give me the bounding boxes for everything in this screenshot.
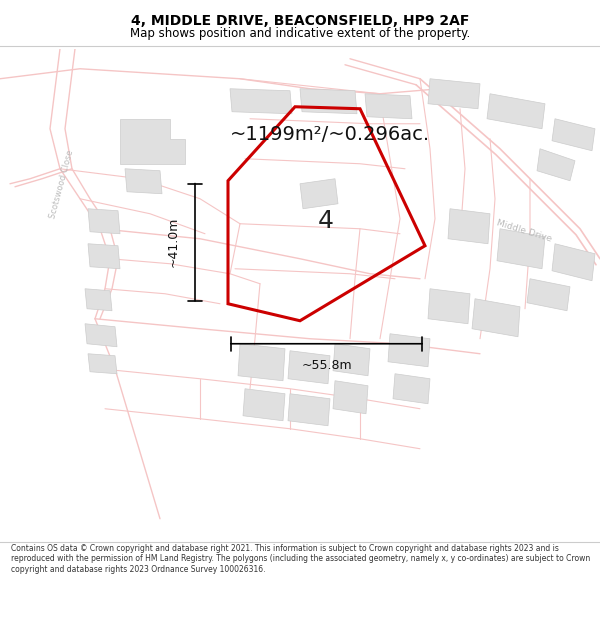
Text: Middle Drive: Middle Drive [495,218,553,243]
Polygon shape [300,179,338,209]
Polygon shape [88,209,120,234]
Polygon shape [230,89,292,114]
Polygon shape [85,289,112,311]
Polygon shape [537,149,575,181]
Text: ~41.0m: ~41.0m [167,217,179,268]
Polygon shape [88,354,117,374]
Polygon shape [388,334,430,367]
Text: ~1199m²/~0.296ac.: ~1199m²/~0.296ac. [230,125,430,144]
Polygon shape [288,394,330,426]
Polygon shape [88,244,120,269]
Text: ~55.8m: ~55.8m [301,359,352,372]
Polygon shape [552,119,595,151]
Text: 4, MIDDLE DRIVE, BEACONSFIELD, HP9 2AF: 4, MIDDLE DRIVE, BEACONSFIELD, HP9 2AF [131,14,469,28]
Polygon shape [243,389,285,421]
Text: Map shows position and indicative extent of the property.: Map shows position and indicative extent… [130,27,470,40]
Polygon shape [238,344,285,381]
Text: 4: 4 [318,209,334,233]
Text: Contains OS data © Crown copyright and database right 2021. This information is : Contains OS data © Crown copyright and d… [11,544,590,574]
Polygon shape [428,289,470,324]
Polygon shape [527,279,570,311]
Polygon shape [120,119,185,164]
Polygon shape [365,94,412,119]
Polygon shape [448,209,490,244]
Polygon shape [333,381,368,414]
Polygon shape [125,169,162,194]
Polygon shape [85,324,117,347]
Polygon shape [552,244,595,281]
Text: Scotswood Close: Scotswood Close [49,148,76,219]
Polygon shape [472,299,520,337]
Polygon shape [487,94,545,129]
Polygon shape [497,229,545,269]
Polygon shape [393,374,430,404]
Polygon shape [428,79,480,109]
Polygon shape [288,351,330,384]
Polygon shape [300,89,357,114]
Polygon shape [333,344,370,376]
